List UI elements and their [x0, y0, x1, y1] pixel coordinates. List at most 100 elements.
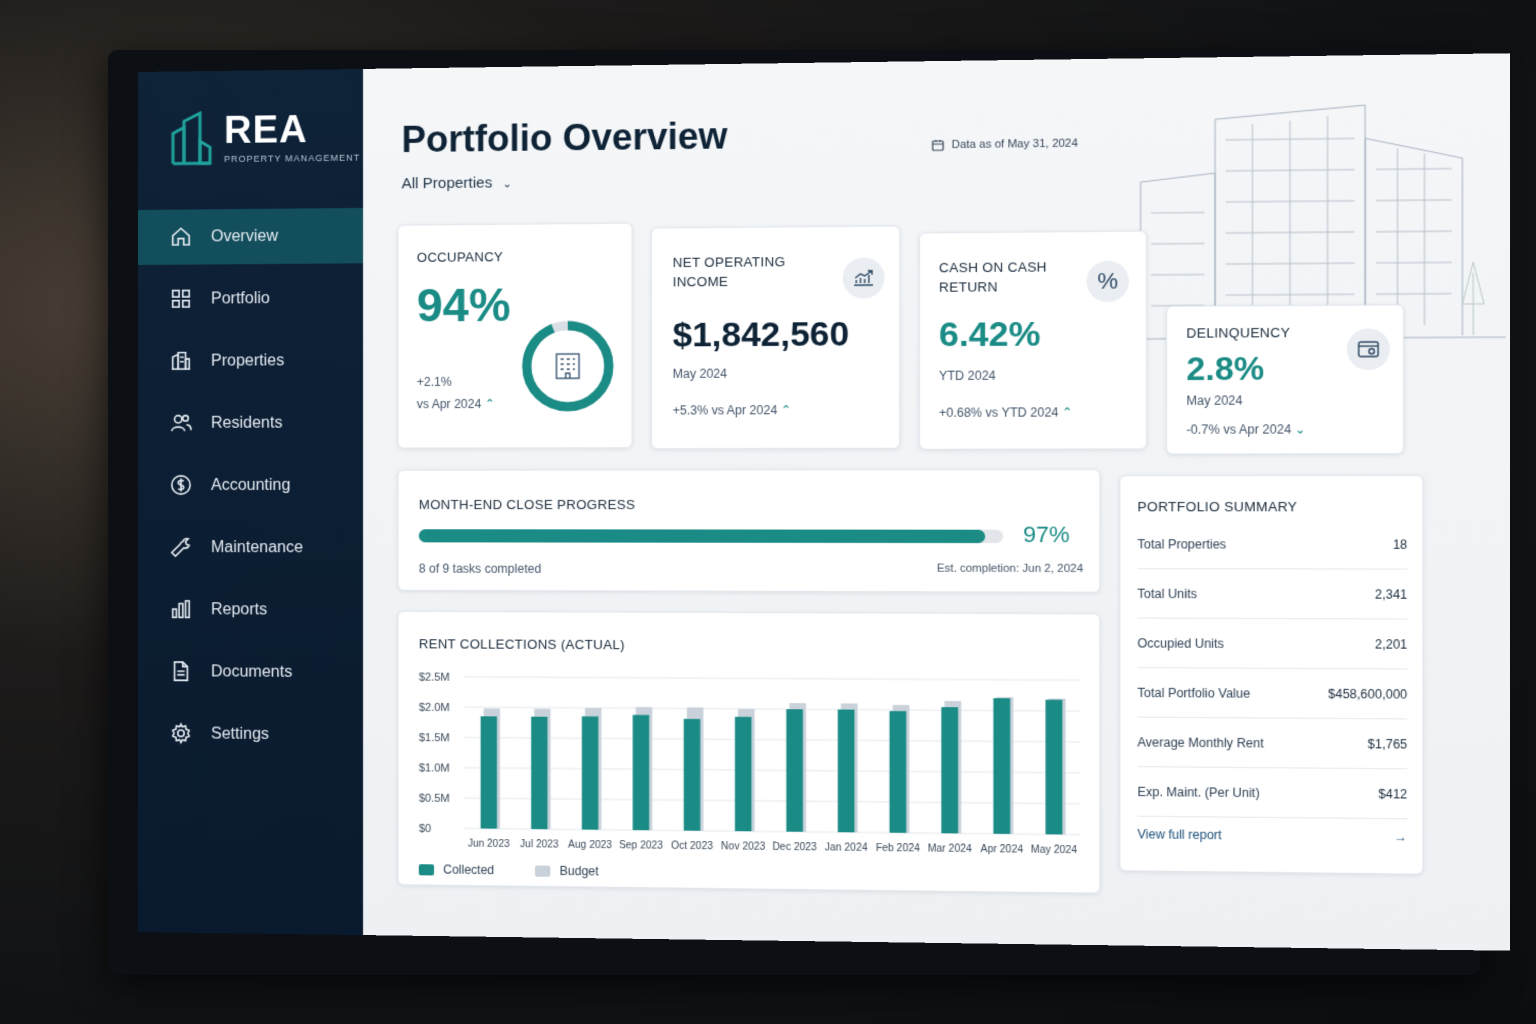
gridline: [464, 677, 1081, 680]
cash-change: +0.68% vs YTD 2024 ⌃: [939, 405, 1073, 420]
x-tick-label: Nov 2023: [721, 841, 766, 853]
sidebar-item-reports[interactable]: Reports: [138, 582, 363, 638]
summary-row: Total Units 2,341: [1137, 569, 1407, 619]
occupancy-ring: [519, 317, 617, 415]
arrow-right-icon: →: [1394, 830, 1407, 845]
collected-bar[interactable]: [735, 717, 752, 831]
occupancy-label: OCCUPANCY: [417, 247, 503, 267]
delinquency-change: -0.7% vs Apr 2024 ⌄: [1186, 422, 1305, 437]
app-screen: REA PROPERTY MANAGEMENT Overview Portfol…: [138, 53, 1510, 951]
delinquency-value: 2.8%: [1186, 350, 1264, 389]
collected-bar[interactable]: [633, 715, 649, 830]
collected-bar[interactable]: [993, 698, 1010, 834]
occupancy-card[interactable]: OCCUPANCY 94% +2.1% vs Apr 2024 ⌃: [397, 223, 632, 449]
chevron-down-icon: ⌄: [502, 178, 511, 190]
view-full-report-link[interactable]: View full report →: [1137, 827, 1407, 844]
delinquency-change-text: -0.7% vs Apr 2024: [1186, 422, 1291, 437]
sidebar-item-label: Properties: [211, 352, 284, 370]
legend-collected[interactable]: Collected: [419, 862, 494, 877]
sidebar-item-accounting[interactable]: Accounting: [138, 458, 363, 513]
summary-row: Occupied Units 2,201: [1137, 619, 1407, 670]
collected-bar[interactable]: [1046, 700, 1063, 835]
collected-bar[interactable]: [481, 716, 497, 828]
legend-budget[interactable]: Budget: [535, 864, 599, 879]
x-tick-label: Feb 2024: [876, 843, 921, 855]
cash-on-cash-card[interactable]: CASH ON CASH RETURN % 6.42% YTD 2024 +0.…: [919, 231, 1147, 450]
collected-bar[interactable]: [531, 717, 547, 830]
close-tasks: 8 of 9 tasks completed: [419, 562, 541, 576]
arrow-up-icon: ⌃: [1062, 405, 1073, 419]
sidebar-item-properties[interactable]: Properties: [138, 333, 363, 389]
sidebar-item-label: Documents: [211, 663, 292, 682]
property-filter-dropdown[interactable]: All Properties ⌄: [402, 174, 512, 192]
summary-row-label: Occupied Units: [1137, 636, 1224, 651]
building-icon: [170, 349, 194, 373]
collected-bar[interactable]: [889, 711, 906, 833]
summary-row-value: 18: [1393, 537, 1407, 552]
noi-change-text: +5.3% vs Apr 2024: [673, 403, 778, 418]
sidebar-item-label: Overview: [211, 227, 278, 246]
occupancy-ring-fill: [527, 325, 609, 406]
grid-icon: [170, 287, 194, 311]
collected-bar[interactable]: [582, 716, 598, 829]
month-end-close-card[interactable]: MONTH-END CLOSE PROGRESS 97% 8 of 9 task…: [397, 469, 1100, 593]
y-tick-label: $2.5M: [419, 671, 450, 683]
calendar-icon: [932, 139, 945, 151]
filter-label: All Properties: [402, 174, 493, 192]
sidebar-item-label: Residents: [211, 414, 282, 432]
x-tick-label: Aug 2023: [568, 840, 612, 852]
x-tick-label: Jan 2024: [825, 842, 868, 854]
sidebar-item-label: Accounting: [211, 476, 291, 494]
sidebar-item-residents[interactable]: Residents: [138, 395, 363, 451]
summary-row: Exp. Maint. (Per Unit) $412: [1137, 767, 1407, 819]
sidebar-item-label: Reports: [211, 601, 267, 619]
sidebar-item-maintenance[interactable]: Maintenance: [138, 520, 363, 576]
noi-change: +5.3% vs Apr 2024 ⌃: [673, 403, 792, 418]
summary-row-label: Exp. Maint. (Per Unit): [1137, 784, 1259, 800]
cash-label: CASH ON CASH RETURN: [939, 257, 1047, 297]
sidebar-item-label: Maintenance: [211, 539, 303, 557]
occupancy-compare: vs Apr 2024 ⌃: [417, 397, 495, 411]
x-tick-label: Jun 2023: [468, 838, 510, 850]
x-tick-label: May 2024: [1031, 844, 1078, 856]
summary-title: PORTFOLIO SUMMARY: [1137, 497, 1297, 517]
sidebar-item-documents[interactable]: Documents: [138, 644, 363, 700]
percent-icon[interactable]: %: [1087, 261, 1129, 303]
collected-bar[interactable]: [786, 709, 803, 832]
x-tick-label: Jul 2023: [520, 839, 559, 851]
rent-collections-card: RENT COLLECTIONS (ACTUAL) $0 $0.5M $1.0M $1…: [397, 611, 1100, 894]
brand-logo[interactable]: REA PROPERTY MANAGEMENT: [170, 109, 360, 165]
summary-row-value: $412: [1378, 786, 1407, 801]
x-tick-label: Dec 2023: [772, 842, 817, 854]
x-tick-label: Mar 2024: [928, 843, 973, 855]
data-as-of: Data as of May 31, 2024: [932, 137, 1078, 151]
portfolio-summary-card: PORTFOLIO SUMMARY Total Properties 18 Tot…: [1119, 475, 1423, 875]
close-progress-bar: [419, 529, 1003, 543]
noi-label-line1: NET OPERATING: [673, 252, 786, 272]
collected-bar[interactable]: [941, 707, 958, 833]
collected-bar[interactable]: [684, 719, 701, 831]
brand-name: REA: [224, 110, 360, 150]
sidebar-item-portfolio[interactable]: Portfolio: [138, 270, 363, 327]
summary-row-label: Total Units: [1137, 586, 1197, 601]
occupancy-change: +2.1%: [417, 375, 452, 389]
sidebar-item-settings[interactable]: Settings: [138, 706, 363, 763]
collected-bar[interactable]: [838, 710, 855, 833]
gridline: [464, 737, 1081, 742]
x-tick-label: Oct 2023: [671, 841, 713, 853]
close-percent: 97%: [1023, 522, 1070, 549]
close-est: Est. completion: Jun 2, 2024: [937, 562, 1083, 575]
gridline: [464, 768, 1081, 773]
sidebar-item-overview[interactable]: Overview: [138, 208, 363, 265]
noi-period: May 2024: [673, 367, 727, 381]
occupancy-value: 94%: [417, 277, 511, 332]
sidebar-item-label: Settings: [211, 725, 269, 743]
delinquency-card[interactable]: DELINQUENCY 2.8% May 2024 -0.7% vs Apr 2…: [1166, 304, 1404, 454]
card-payment-icon[interactable]: [1347, 328, 1390, 370]
summary-row: Total Properties 18: [1137, 520, 1407, 570]
gear-icon: [170, 722, 194, 746]
trend-chart-icon[interactable]: [843, 257, 885, 298]
brand-subtitle: PROPERTY MANAGEMENT: [224, 153, 360, 165]
bar-chart-icon: [170, 598, 194, 622]
noi-card[interactable]: NET OPERATING INCOME $1,842,560 May 2024…: [651, 225, 900, 449]
